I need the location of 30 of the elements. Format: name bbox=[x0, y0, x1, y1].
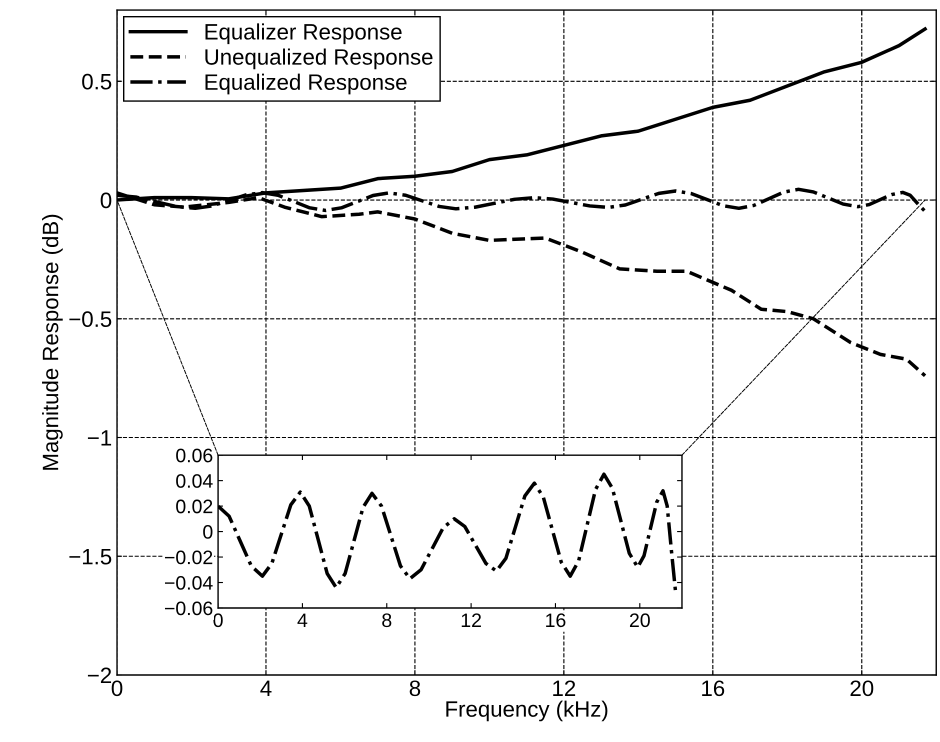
y-tick-label: −0.04 bbox=[164, 576, 213, 590]
y-tick-label: −0.02 bbox=[164, 550, 212, 564]
x-tick-label: 0 bbox=[213, 613, 223, 628]
y-axis-title: Magnitude Response (dB) bbox=[42, 214, 63, 470]
x-tick-label: 4 bbox=[297, 614, 308, 627]
x-tick-label: 20 bbox=[630, 613, 650, 628]
x-tick-label: 0 bbox=[112, 680, 122, 696]
x-axis-title: Frequency (kHz) bbox=[446, 700, 608, 722]
x-tick-label: 8 bbox=[382, 613, 392, 628]
x-tick-label: 8 bbox=[410, 680, 420, 696]
y-tick-label: 0 bbox=[203, 525, 212, 539]
y-tick-label: 0.5 bbox=[82, 74, 112, 90]
y-tick-label: 0.06 bbox=[176, 448, 212, 462]
x-tick-label: 20 bbox=[850, 680, 874, 696]
x-tick-label: 4 bbox=[260, 680, 272, 696]
y-tick-label: 0.02 bbox=[176, 500, 212, 514]
x-tick-label: 16 bbox=[702, 680, 724, 696]
y-tick-label: −1.5 bbox=[69, 549, 112, 565]
legend-label: Equalized Response bbox=[206, 74, 407, 94]
legend-label: Equalizer Response bbox=[206, 23, 402, 44]
x-tick-label: 12 bbox=[553, 680, 576, 696]
y-tick-label: −0.06 bbox=[164, 601, 212, 616]
legend-label: Unequalized Response bbox=[205, 48, 432, 70]
x-tick-label: 12 bbox=[462, 613, 481, 627]
y-tick-label: 0 bbox=[100, 192, 112, 208]
y-tick-label: −1 bbox=[88, 430, 112, 446]
y-tick-label: −0.5 bbox=[69, 311, 112, 328]
y-tick-label: 0.04 bbox=[176, 474, 213, 488]
x-tick-label: 16 bbox=[546, 613, 566, 628]
y-tick-label: −2 bbox=[88, 668, 112, 684]
